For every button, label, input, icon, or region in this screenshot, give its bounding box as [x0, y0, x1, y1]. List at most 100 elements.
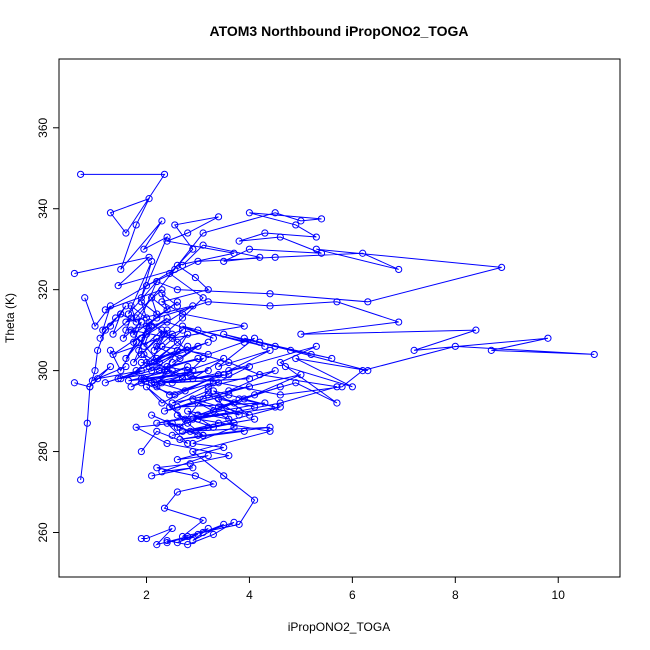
data-point: [132, 221, 140, 229]
data-point: [109, 330, 117, 338]
data-point: [176, 354, 184, 363]
data-point: [348, 383, 356, 391]
data-point: [184, 419, 192, 427]
data-point: [94, 346, 102, 354]
data-point: [153, 541, 161, 549]
data-point: [214, 362, 223, 371]
data-point: [163, 536, 171, 545]
data-point: [328, 354, 336, 363]
data-point: [240, 395, 248, 403]
data-point: [96, 334, 104, 342]
data-point: [312, 245, 320, 253]
data-point: [256, 253, 264, 261]
data-point: [297, 371, 305, 379]
series-6: [142, 245, 506, 306]
data-point: [245, 209, 254, 217]
data-point: [137, 367, 145, 375]
data-point: [142, 330, 151, 338]
data-point: [171, 391, 179, 399]
data-point: [158, 217, 166, 225]
data-point: [214, 395, 223, 403]
data-point: [148, 472, 156, 480]
data-point: [168, 524, 176, 533]
data-point: [250, 496, 259, 504]
data-point: [230, 423, 238, 431]
data-point: [153, 334, 161, 342]
data-point: [186, 427, 194, 435]
data-point: [91, 367, 99, 375]
data-point: [225, 415, 233, 423]
data-point: [140, 245, 148, 253]
data-point: [276, 233, 284, 241]
data-point: [235, 411, 243, 419]
data-point: [173, 488, 181, 496]
data-point: [148, 411, 156, 419]
data-point: [106, 209, 115, 217]
data-point: [132, 338, 140, 346]
data-point: [214, 403, 223, 411]
data-point: [184, 367, 192, 375]
data-point: [256, 338, 264, 346]
data-point: [132, 314, 140, 322]
chart-title: ATOM3 Northbound iPropONO2_TOGA: [210, 23, 469, 39]
series-12: [137, 518, 238, 549]
data-point: [153, 464, 161, 472]
data-point: [142, 282, 151, 290]
data-point: [214, 419, 223, 427]
data-point: [199, 354, 207, 363]
data-point: [250, 415, 259, 423]
data-point: [245, 411, 254, 419]
data-point: [153, 314, 161, 322]
data-point: [173, 302, 181, 310]
data-point: [472, 326, 480, 334]
data-point: [163, 539, 171, 547]
data-point: [250, 403, 259, 411]
data-point: [245, 362, 254, 371]
data-point: [150, 379, 158, 387]
data-point: [189, 375, 197, 383]
data-point: [235, 237, 243, 245]
data-point: [317, 215, 326, 223]
data-point: [168, 399, 176, 407]
data-point: [160, 407, 169, 415]
series-line: [146, 248, 502, 303]
series-line: [74, 366, 250, 388]
data-point: [130, 358, 138, 367]
data-point: [184, 541, 192, 549]
data-point: [199, 241, 207, 249]
data-point: [137, 375, 145, 383]
data-point: [70, 269, 79, 278]
data-point: [261, 399, 269, 407]
series-7: [153, 298, 598, 399]
data-point: [220, 472, 228, 480]
data-point: [178, 532, 187, 541]
data-point: [292, 379, 300, 387]
data-point: [142, 534, 151, 543]
data-point: [204, 338, 212, 346]
data-point: [145, 362, 153, 371]
data-point: [166, 391, 174, 399]
data-point: [132, 423, 140, 431]
data-point: [137, 534, 145, 543]
series-13: [106, 326, 202, 375]
data-point: [544, 334, 552, 342]
data-point: [199, 431, 207, 439]
x-tick-label: 10: [552, 588, 566, 602]
data-point: [81, 294, 89, 302]
data-point: [297, 330, 305, 338]
data-point: [271, 367, 279, 375]
data-point: [163, 326, 171, 334]
data-point: [178, 314, 187, 322]
data-point: [77, 476, 85, 484]
data-point: [451, 342, 459, 350]
data-point: [240, 334, 248, 342]
series-line: [161, 337, 338, 416]
data-point: [70, 379, 79, 387]
data-point: [271, 253, 279, 261]
data-point: [168, 379, 176, 387]
data-point: [498, 263, 506, 272]
data-point: [158, 326, 166, 334]
data-point: [199, 229, 207, 237]
data-point: [173, 338, 181, 346]
data-point: [225, 451, 233, 460]
